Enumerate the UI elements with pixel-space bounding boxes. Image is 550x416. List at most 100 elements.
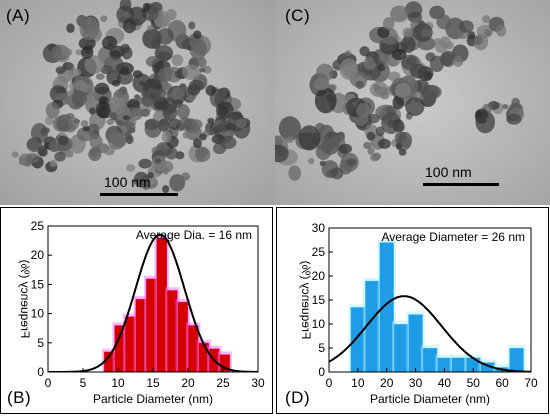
nanoparticle [100,15,108,22]
nanoparticle [44,116,54,126]
x-tick-label: 5 [80,376,87,390]
nanoparticle [162,185,170,194]
nanoparticle [95,73,105,80]
nanoparticle [171,54,184,67]
nanoparticle [197,57,207,68]
x-tick-label: 25 [216,376,230,390]
nanoparticle [48,141,60,151]
tem-particles-c [275,0,550,205]
x-tick-label: 70 [524,376,538,390]
x-tick-label: 10 [111,376,125,390]
nanoparticle [115,105,131,122]
nanoparticle [98,96,109,105]
nanoparticle [181,172,191,181]
nanoparticle [367,147,375,155]
nanoparticle [387,119,396,128]
nanoparticle [409,63,427,78]
nanoparticle [68,117,79,130]
x-tick-label: 15 [146,376,160,390]
nanoparticle [405,97,425,116]
nanoparticle [147,172,154,179]
nanoparticle [425,52,436,62]
nanoparticle [144,119,162,138]
nanoparticle [166,8,177,21]
nanoparticle [151,155,167,172]
nanoparticle [395,82,411,99]
nanoparticle [154,45,174,62]
nanoparticle [74,80,88,93]
y-tick-label: 10 [31,307,45,321]
nanoparticle [275,144,289,163]
panel-label-c: (C) [285,6,311,25]
nanoparticle [216,101,234,119]
nanoparticle [161,130,172,143]
nanoparticle [111,80,121,87]
nanoparticle [346,158,357,167]
nanoparticle [420,84,442,100]
nanoparticle [382,17,395,30]
x-tick-label: 50 [467,376,481,390]
nanoparticle [120,43,130,54]
y-tick-label: 25 [312,245,326,259]
nanoparticle [188,21,196,30]
nanoparticle [125,12,132,18]
scale-bar-c [423,183,499,186]
nanoparticle [141,90,149,98]
nanoparticle [401,137,412,149]
nanoparticle [373,83,380,90]
nanoparticle [54,151,66,162]
histogram-bar [350,306,366,373]
nanoparticle [453,55,463,67]
nanoparticle [400,36,416,53]
nanoparticle [355,80,364,90]
nanoparticle [57,135,69,146]
nanoparticle [116,120,124,126]
nanoparticle [205,85,216,96]
nanoparticle [199,133,207,141]
nanoparticle [338,143,352,154]
x-axis-label: Particle Diameter (nm) [93,392,213,406]
scale-bar-label-c: 100 nm [425,164,472,180]
nanoparticle [375,126,385,137]
x-tick-label: 20 [380,376,394,390]
nanoparticle [154,158,162,164]
nanoparticle [215,89,227,101]
nanoparticle [193,138,202,149]
nanoparticle [391,49,407,61]
nanoparticle [168,118,182,130]
nanoparticle [162,104,178,121]
nanoparticle [107,42,114,48]
tem-image-a: (A) 100 nm [0,0,275,205]
x-tick-label: 60 [495,376,509,390]
y-axis-label: Frequency (%) [299,261,313,340]
nanoparticle [434,38,442,44]
nanoparticle [153,88,167,102]
histogram-bar [509,347,525,373]
nanoparticle [56,114,73,132]
nanoparticle [377,64,386,72]
nanoparticle [406,56,417,66]
nanoparticle [390,5,409,23]
nanoparticle [417,20,426,28]
histogram-bar [393,323,409,373]
histogram-panel-b: 0 5 10 15 20 25 30 0 5 10 15 20 25 Particle Diameter … [0,207,273,414]
x-tick-label: 30 [251,376,265,390]
panel-label-b: (B) [7,388,32,407]
nanoparticle [142,2,151,12]
y-tick-label: 0 [318,365,325,379]
nanoparticle [189,38,207,60]
histogram-bar [408,314,424,373]
nanoparticle [64,149,74,158]
nanoparticle [80,46,94,59]
nanoparticle [173,87,185,100]
nanoparticle [68,68,82,78]
nanoparticle [106,118,115,125]
nanoparticle [495,24,507,37]
nanoparticle [88,147,102,162]
nanoparticle [169,174,186,192]
nanoparticle [506,113,522,125]
nanoparticle [467,31,476,40]
nanoparticle [45,102,60,119]
nanoparticle [197,147,208,157]
